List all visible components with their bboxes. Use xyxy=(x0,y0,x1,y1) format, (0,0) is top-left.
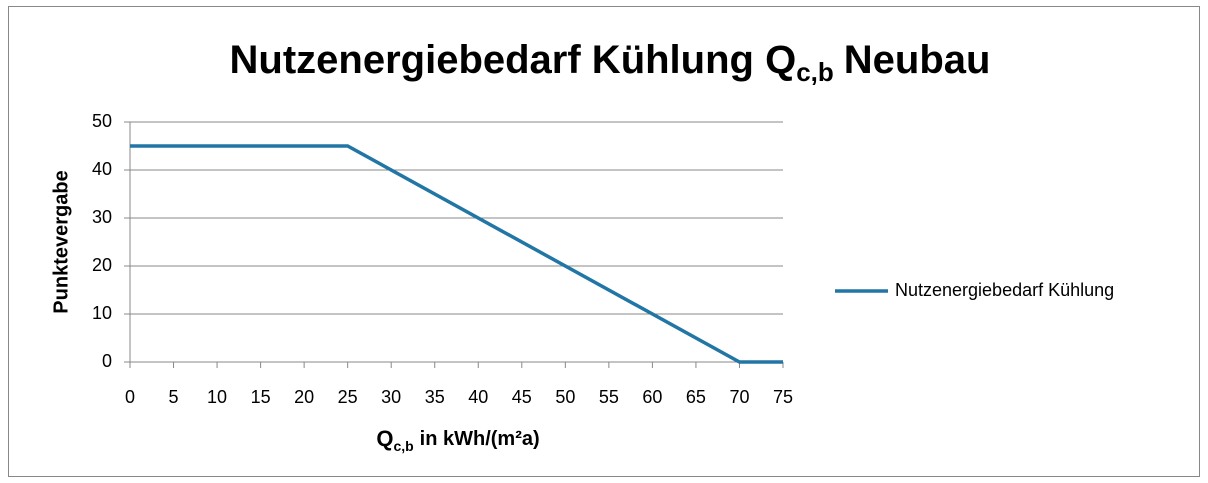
x-tick-label: 30 xyxy=(381,387,401,407)
x-tick-label: 40 xyxy=(468,387,488,407)
x-tick-label: 25 xyxy=(338,387,358,407)
legend-label: Nutzenergiebedarf Kühlung xyxy=(895,280,1114,300)
y-tick-label: 20 xyxy=(92,255,112,275)
x-tick-label: 45 xyxy=(512,387,532,407)
y-tick-label: 40 xyxy=(92,159,112,179)
chart-title: Nutzenergiebedarf Kühlung Qc,b Neubau xyxy=(230,38,991,87)
x-tick-label: 10 xyxy=(207,387,227,407)
x-tick-label: 50 xyxy=(555,387,575,407)
data-line xyxy=(130,144,783,364)
y-axis-label: Punktevergabe xyxy=(50,170,72,313)
y-tick-label: 0 xyxy=(102,351,112,371)
x-axis-label: Qc,b in kWh/(m²a) xyxy=(376,426,539,454)
x-tick-label: 5 xyxy=(169,387,179,407)
x-tick-label: 75 xyxy=(773,387,793,407)
x-tick-label: 15 xyxy=(251,387,271,407)
x-tick-label: 0 xyxy=(125,387,135,407)
x-tick-label: 55 xyxy=(599,387,619,407)
x-tick-label: 35 xyxy=(425,387,445,407)
y-tick-label: 10 xyxy=(92,303,112,323)
y-tick-label: 50 xyxy=(92,111,112,131)
x-tick-label: 60 xyxy=(642,387,662,407)
chart-border xyxy=(8,6,1200,477)
y-tick-label: 30 xyxy=(92,207,112,227)
x-tick-label: 20 xyxy=(294,387,314,407)
x-tick-label: 70 xyxy=(729,387,749,407)
x-tick-label: 65 xyxy=(686,387,706,407)
